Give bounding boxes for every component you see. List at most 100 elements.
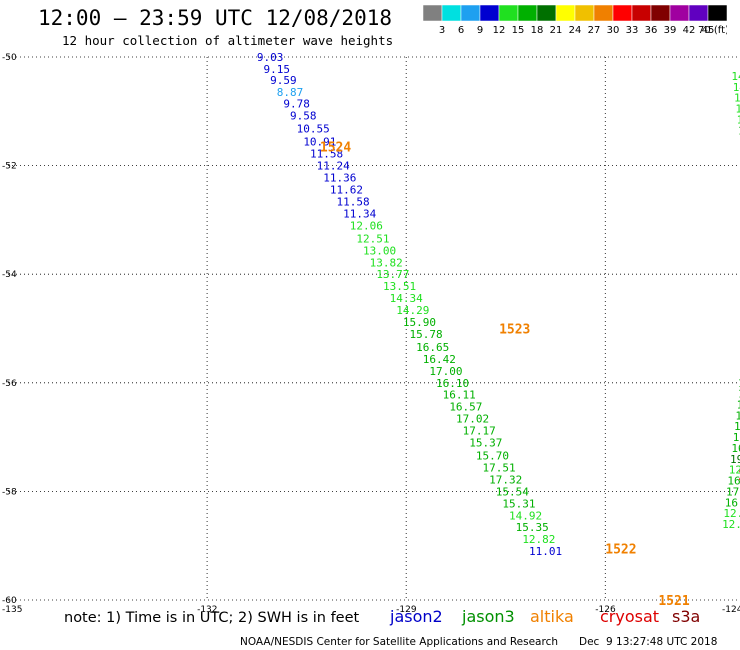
track-label: 1522	[605, 542, 636, 557]
data-point-label: 16.11	[443, 389, 476, 402]
track-label: 1521	[658, 594, 689, 609]
data-point-label: 11.62	[330, 183, 363, 196]
y-tick-label: -58	[2, 487, 17, 497]
data-point-label: 17.32	[489, 473, 522, 486]
colorbar-label: 36	[645, 25, 658, 36]
data-point-label: 17.02	[456, 413, 489, 426]
data-point-label: 15.31	[502, 497, 535, 510]
data-point-label: 12.51	[356, 232, 389, 245]
data-point-label: 11.34	[343, 207, 376, 220]
data-point-label: 15.	[738, 388, 740, 401]
colorbar-label: 42	[683, 25, 696, 36]
data-point-label: 14	[733, 81, 740, 94]
data-point-label: 15.70	[476, 450, 509, 463]
chart-subtitle: 12 hour collection of altimeter wave hei…	[62, 33, 394, 48]
colorbar-label: 12	[493, 25, 506, 36]
data-point-label: 16.9	[737, 399, 740, 412]
colorbar-label: 9	[477, 25, 483, 36]
data-point-label: 9.15	[264, 63, 291, 76]
data-point-label: 13.51	[383, 280, 416, 293]
data-point-label: 16.42	[423, 353, 456, 366]
colorbar-label: 15	[512, 25, 525, 36]
data-point-label: 16.24	[725, 496, 740, 509]
footer-note: note: 1) Time is in UTC; 2) SWH is in fe…	[64, 610, 360, 626]
data-point-label: 9.03	[257, 51, 284, 64]
colorbar-label: 18	[531, 25, 544, 36]
legend-s3a: s3a	[672, 607, 701, 626]
data-point-label: 12.37	[723, 507, 740, 520]
data-point-label: 12.51	[722, 518, 740, 531]
data-point-label: 15.37	[469, 437, 502, 450]
colorbar-label: 6	[458, 25, 464, 36]
data-point-label: 16.97	[727, 475, 740, 488]
data-point-label: 9.59	[270, 74, 297, 87]
colorbar-label: 70 (ft)	[698, 25, 727, 36]
track-label: 1523	[499, 323, 530, 338]
data-point-label: 10.55	[297, 123, 330, 136]
data-point-label: 14	[735, 103, 740, 116]
data-point-label: 10.91	[303, 136, 336, 149]
data-point-label: 14	[737, 113, 740, 126]
data-point-label: 11.58	[337, 195, 370, 208]
data-point-label: 9.58	[290, 110, 317, 123]
data-point-label: 16.42	[733, 431, 740, 444]
credit-text: NOAA/NESDIS Center for Satellite Applica…	[240, 636, 558, 648]
data-point-label: 12.82	[522, 533, 555, 546]
y-tick-label: -50	[2, 53, 17, 63]
colorbar-label: 21	[550, 25, 563, 36]
legend-cryosat: cryosat	[600, 607, 660, 626]
y-tick-label: -52	[2, 162, 17, 172]
y-tick-label: -56	[2, 379, 17, 389]
y-tick-label: -60	[2, 596, 17, 606]
data-point-label: 15.78	[410, 328, 443, 341]
data-point-label: 9.78	[283, 98, 310, 111]
legend-altika: altika	[530, 607, 574, 626]
data-point-label: 16.95	[731, 442, 740, 455]
x-tick-label: -135	[2, 605, 22, 615]
data-point-label: 14.34	[390, 292, 423, 305]
data-point-label: 13.77	[376, 268, 409, 281]
colorbar-swatch	[707, 5, 727, 22]
colorbar-label: 45	[702, 25, 715, 36]
data-point-label: 17.51	[483, 462, 516, 475]
data-point-label: 17.38	[735, 409, 740, 422]
data-point-label: 17.00	[429, 365, 462, 378]
x-tick-label: -126	[595, 605, 616, 615]
track-label: 1524	[320, 141, 351, 156]
colorbar-label: 3	[439, 25, 445, 36]
chart-title: 12:00 – 23:59 UTC 12/08/2018	[38, 6, 393, 30]
legend-jason2: jason2	[390, 607, 443, 626]
data-point-label: 17.17	[463, 425, 496, 438]
data-point-label: 15.54	[496, 485, 529, 498]
data-point-label: 13.82	[370, 256, 403, 269]
data-point-label: 19.25	[730, 453, 740, 466]
data-point-label: 16.57	[449, 401, 482, 414]
data-point-label: 16	[738, 377, 740, 390]
colorbar-label: 30	[607, 25, 620, 36]
data-point-label: 11.36	[323, 172, 356, 185]
data-point-label: 13.00	[363, 244, 396, 257]
data-point-label: 11.58	[310, 148, 343, 161]
colorbar-label: 39	[664, 25, 677, 36]
data-point-label: 14.92	[509, 509, 542, 522]
data-point-label: 8.87	[277, 86, 304, 99]
data-point-label: 11.01	[529, 545, 562, 558]
data-point-label: 16.55	[734, 420, 740, 433]
legend-jason3: jason3	[462, 607, 515, 626]
data-point-label: 16.10	[436, 377, 469, 390]
colorbar-label: 33	[626, 25, 639, 36]
data-point-label: 17.31	[726, 485, 740, 498]
colorbar-label: 27	[588, 25, 601, 36]
y-tick-label: -54	[2, 270, 17, 280]
data-point-label: 12.65	[729, 464, 740, 477]
x-tick-label: -132	[197, 605, 217, 615]
data-point-label: 14	[731, 70, 740, 83]
data-point-label: 13	[734, 92, 740, 105]
data-point-label: 11.24	[317, 160, 350, 173]
x-tick-label: -124	[722, 605, 740, 615]
timestamp-text: Dec 9 13:27:48 UTC 2018	[579, 636, 718, 648]
data-point-label: 15.2	[738, 124, 740, 137]
data-point-label: 14.29	[396, 304, 429, 317]
